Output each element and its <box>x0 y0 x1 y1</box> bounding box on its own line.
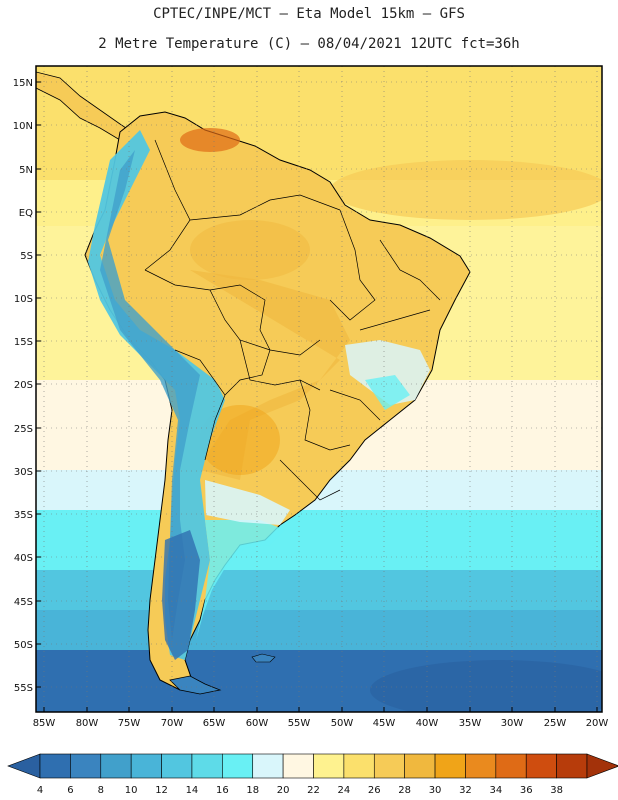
colorbar-swatch <box>39 753 71 779</box>
lat-label: 15S <box>14 337 33 348</box>
brazil-highlands-cold <box>345 340 430 405</box>
andes-core <box>100 150 200 640</box>
lon-label: 65W <box>203 718 226 729</box>
ocean-band-cold1 <box>36 510 602 580</box>
lat-label: 5S <box>20 251 33 262</box>
colorbar-swatch <box>495 753 527 779</box>
lon-label: 70W <box>161 718 184 729</box>
lat-label: 50S <box>14 640 33 651</box>
lat-label: 55S <box>14 683 33 694</box>
colorbar-label: 20 <box>277 785 290 796</box>
colorbar-swatch <box>100 753 132 779</box>
lon-label: 45W <box>373 718 396 729</box>
tierra-del-fuego <box>169 675 222 695</box>
lat-label: 20S <box>14 380 33 391</box>
colorbar-label: 14 <box>186 785 199 796</box>
colorbar-label: 16 <box>216 785 229 796</box>
colorbar-label: 10 <box>125 785 138 796</box>
colorbar-swatch <box>130 753 162 779</box>
colorbar-label: 36 <box>520 785 533 796</box>
colorbar-right-arrow <box>586 753 618 779</box>
lon-label: 35W <box>459 718 482 729</box>
southern-argentina <box>196 520 285 640</box>
lon-label: 60W <box>246 718 269 729</box>
lon-label: 40W <box>416 718 439 729</box>
lat-label: 10N <box>13 121 33 132</box>
colorbar-label: 22 <box>307 785 320 796</box>
axis-ticks <box>36 81 598 712</box>
colorbar-swatch <box>222 753 254 779</box>
falklands <box>251 653 276 663</box>
colorbar-left-arrow <box>7 753 41 779</box>
colorbar-swatch <box>434 753 466 779</box>
colorbar-swatch <box>525 753 557 779</box>
colorbar-label: 34 <box>489 785 502 796</box>
map-frame <box>35 65 603 713</box>
colorbar-swatch <box>465 753 497 779</box>
lat-label: EQ <box>19 208 33 219</box>
colorbar-swatch <box>252 753 284 779</box>
lat-label: 45S <box>14 597 33 608</box>
lon-label: 30W <box>501 718 524 729</box>
colorbar-label: 18 <box>246 785 259 796</box>
colorbar-swatch <box>343 753 375 779</box>
ocean-cold-blob <box>370 660 602 712</box>
colorbar-swatch <box>404 753 436 779</box>
colorbar-swatch <box>313 753 345 779</box>
colorbar-label: 38 <box>550 785 563 796</box>
colorbar-swatch <box>373 753 405 779</box>
patagonia-cold <box>162 530 200 660</box>
lon-label: 20W <box>586 718 609 729</box>
warm-spot-chaco <box>200 405 280 475</box>
ocean-warm-band <box>330 160 602 220</box>
colorbar-label: 26 <box>368 785 381 796</box>
warm-spot-north <box>190 220 310 280</box>
colorbar-label: 28 <box>398 785 411 796</box>
lat-label: 10S <box>14 294 33 305</box>
andes-cold-strip <box>88 130 225 660</box>
lon-label: 50W <box>331 718 354 729</box>
lat-label: 15N <box>13 78 33 89</box>
lat-label: 25S <box>14 424 33 435</box>
lat-label: 5N <box>19 165 33 176</box>
colorbar-label: 8 <box>98 785 104 796</box>
colorbar-swatch <box>556 753 588 779</box>
lon-label: 80W <box>76 718 99 729</box>
colorbar-label: 24 <box>338 785 351 796</box>
colorbar-swatch <box>282 753 314 779</box>
map-title-line1: CPTEC/INPE/MCT – Eta Model 15km – GFS <box>153 6 465 22</box>
colorbar-label: 30 <box>429 785 442 796</box>
longitude-labels: 85W 80W 75W 70W 65W 60W 55W 50W 45W 40W … <box>33 718 609 729</box>
hot-spot-venezuela <box>180 128 240 152</box>
colorbar-swatches: 4 6 8 10 12 14 16 18 20 22 24 26 28 30 32 34 36 38 <box>7 753 618 796</box>
latitude-labels: 15N 10N 5N EQ 5S 10S 15S 20S 25S 30S 35S… <box>13 78 33 694</box>
lon-label: 55W <box>288 718 311 729</box>
lat-label: 40S <box>14 553 33 564</box>
colorbar-label: 4 <box>37 785 43 796</box>
colorbar-label: 6 <box>67 785 73 796</box>
colorbar-label: 32 <box>459 785 472 796</box>
colorbar-swatch <box>70 753 102 779</box>
lon-label: 85W <box>33 718 56 729</box>
map-title-line2: 2 Metre Temperature (C) – 08/04/2021 12U… <box>98 36 520 52</box>
colorbar-label: 12 <box>155 785 168 796</box>
lat-label: 30S <box>14 467 33 478</box>
colorbar-swatch <box>191 753 223 779</box>
lat-label: 35S <box>14 510 33 521</box>
country-borders <box>144 139 441 501</box>
colorbar-swatch <box>161 753 193 779</box>
lon-label: 75W <box>118 718 141 729</box>
lon-label: 25W <box>544 718 567 729</box>
